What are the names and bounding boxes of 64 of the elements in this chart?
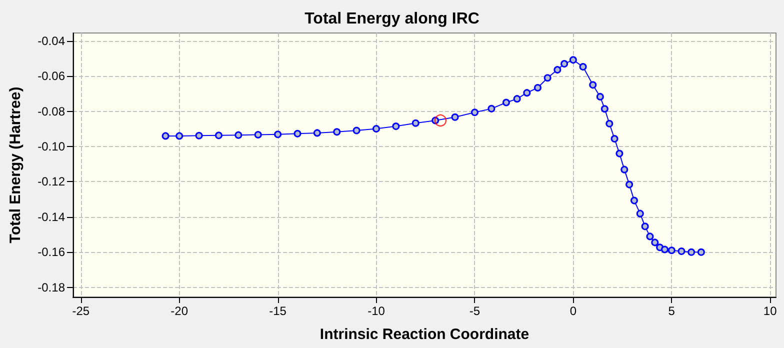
- point: [451, 113, 459, 121]
- y-tick-label: -0.08: [38, 104, 66, 118]
- point: [274, 130, 282, 138]
- point: [620, 166, 628, 174]
- point: [176, 132, 184, 140]
- point: [606, 120, 614, 128]
- x-tick-label: -25: [72, 304, 90, 318]
- point: [678, 247, 686, 255]
- point: [544, 74, 552, 82]
- x-tick-label: -15: [269, 304, 287, 318]
- point: [412, 119, 420, 127]
- point: [646, 232, 654, 240]
- point: [294, 130, 302, 138]
- point: [688, 248, 696, 256]
- y-axis-title: Total Energy (Hartree): [7, 86, 24, 244]
- y-tick-label: -0.10: [38, 140, 66, 154]
- point: [651, 238, 659, 246]
- point: [697, 248, 705, 256]
- point: [610, 135, 618, 143]
- x-tick-label: -20: [170, 304, 188, 318]
- x-tick-label: -10: [368, 304, 386, 318]
- point: [579, 63, 587, 71]
- point: [470, 108, 478, 116]
- y-tick-label: -0.16: [38, 245, 66, 260]
- x-tick-label: 0: [570, 304, 577, 318]
- x-tick-label: 10: [763, 304, 778, 318]
- point: [554, 66, 562, 74]
- point: [600, 105, 608, 113]
- point: [534, 84, 542, 92]
- y-tick-label: -0.18: [38, 280, 66, 294]
- y-tick-label: -0.04: [38, 34, 66, 48]
- point: [569, 56, 577, 64]
- point: [214, 132, 222, 140]
- point: [589, 81, 597, 89]
- x-tick-label: 5: [668, 304, 676, 318]
- y-tick-label: -0.12: [38, 174, 66, 189]
- point: [254, 130, 262, 138]
- y-tick-label: -0.06: [38, 69, 66, 84]
- point: [660, 246, 668, 254]
- point: [234, 131, 242, 139]
- point: [616, 150, 624, 158]
- point: [668, 246, 676, 254]
- point: [352, 126, 360, 134]
- point: [560, 60, 568, 68]
- point: [636, 210, 644, 218]
- point: [523, 89, 531, 97]
- point: [392, 122, 400, 130]
- point: [313, 129, 321, 137]
- point: [513, 95, 521, 103]
- point: [502, 98, 510, 106]
- point: [162, 132, 170, 140]
- point: [333, 128, 341, 136]
- point: [626, 180, 634, 188]
- point: [372, 124, 380, 132]
- y-tick-label: -0.14: [38, 210, 66, 224]
- point: [434, 114, 447, 127]
- x-tick-label: -5: [469, 304, 480, 318]
- x-axis-title: Intrinsic Reaction Coordinate: [320, 326, 530, 343]
- point: [630, 196, 638, 204]
- chart-title: Total Energy along IRC: [304, 10, 480, 28]
- point: [596, 92, 604, 100]
- point: [488, 104, 496, 112]
- point: [195, 132, 203, 140]
- point: [641, 222, 649, 230]
